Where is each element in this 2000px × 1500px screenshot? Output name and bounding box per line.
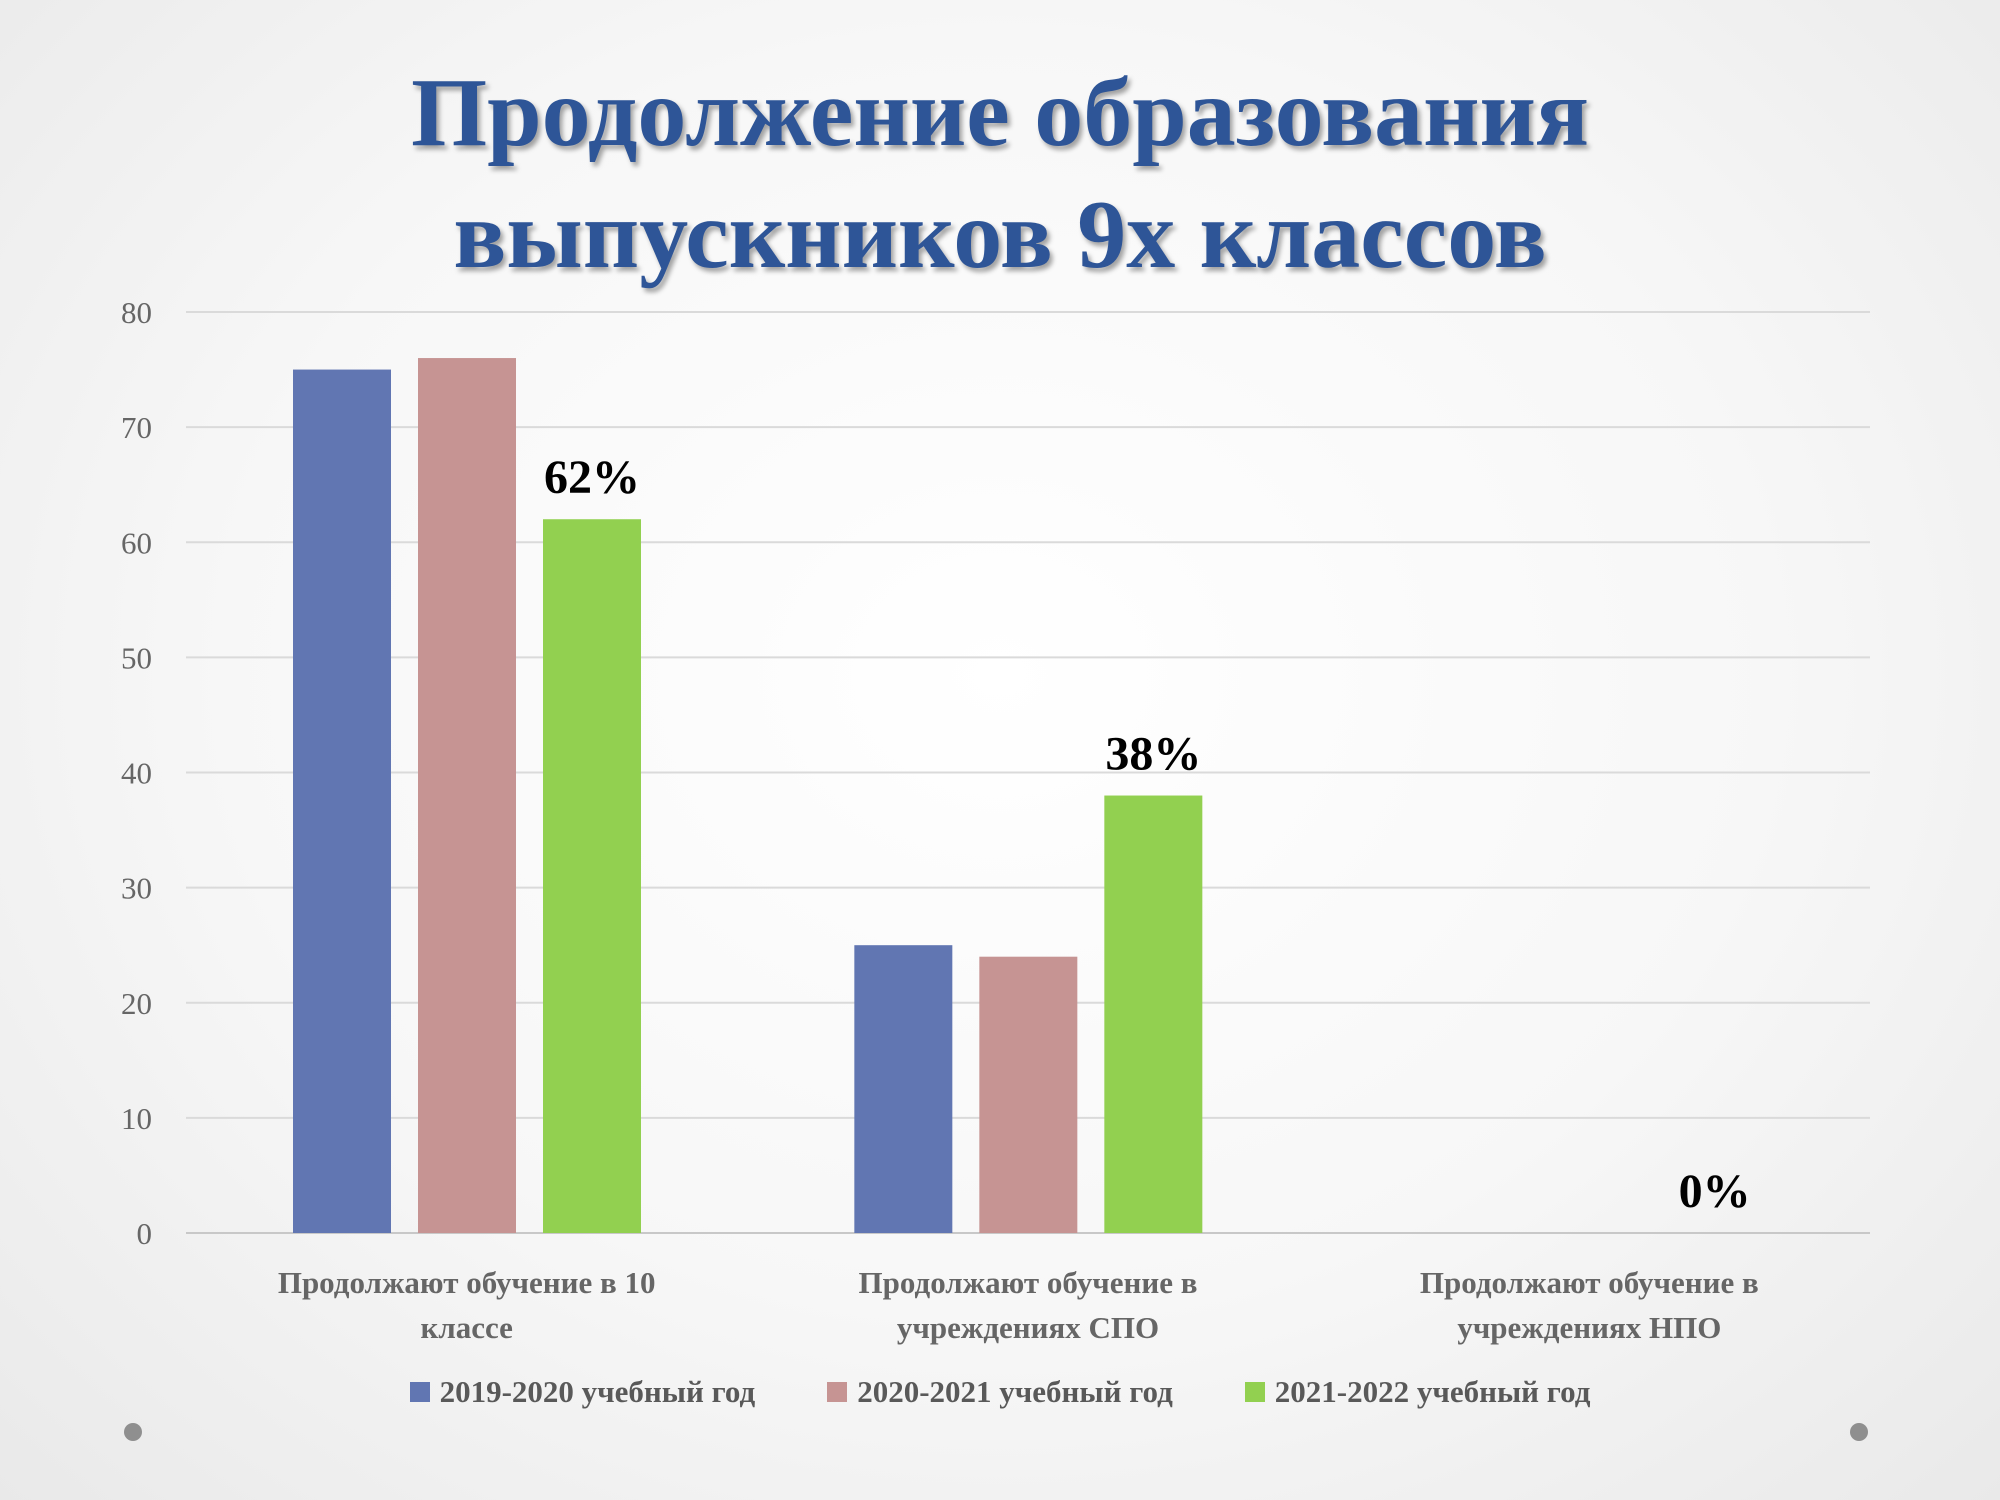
slide-title-line1: Продолжение образования <box>410 59 1590 167</box>
bar <box>418 358 516 1233</box>
x-tick-label: Продолжают обучение в 10 <box>278 1265 656 1300</box>
bar <box>854 945 953 1233</box>
y-tick-label: 80 <box>121 295 152 330</box>
bar <box>1104 795 1203 1233</box>
legend-swatch <box>1244 1382 1265 1402</box>
bar <box>293 369 391 1233</box>
legend-item: 2021-2022 учебный год <box>1244 1374 1591 1410</box>
data-label: 0% <box>1679 1165 1751 1218</box>
x-tick-label: Продолжают обучение в <box>1420 1265 1759 1300</box>
y-tick-label: 10 <box>121 1101 152 1136</box>
x-tick-label: Продолжают обучение в <box>859 1265 1198 1300</box>
legend-swatch <box>409 1382 430 1402</box>
slide-bullet-dot-left <box>124 1423 142 1441</box>
legend-label: 2020-2021 учебный год <box>857 1374 1173 1409</box>
y-tick-label: 70 <box>121 410 152 445</box>
x-tick-label: учреждениях НПО <box>1457 1310 1721 1345</box>
data-label: 62% <box>544 451 640 504</box>
data-label: 38% <box>1105 728 1201 781</box>
y-tick-label: 20 <box>121 986 152 1021</box>
legend-item: 2020-2021 учебный год <box>827 1374 1173 1410</box>
bar <box>543 519 641 1233</box>
slide-title-line2: выпускников 9х классов <box>453 181 1547 289</box>
y-tick-label: 60 <box>121 525 152 560</box>
legend-item: 2019-2020 учебный год <box>409 1374 756 1410</box>
x-tick-label: учреждениях СПО <box>897 1310 1159 1345</box>
slide-title: Продолжение образования выпускников 9х к… <box>0 52 2000 296</box>
legend-label: 2019-2020 учебный год <box>439 1374 756 1409</box>
slide-bullet-dot-right <box>1850 1423 1868 1441</box>
y-tick-label: 50 <box>121 640 152 675</box>
y-tick-label: 0 <box>137 1216 153 1251</box>
legend-label: 2021-2022 учебный год <box>1274 1374 1591 1409</box>
x-tick-label: классе <box>420 1310 512 1345</box>
y-tick-label: 30 <box>121 871 152 906</box>
y-tick-label: 40 <box>121 756 152 791</box>
chart-legend: 2019-2020 учебный год 2020-2021 учебный г… <box>0 1374 2000 1410</box>
bar <box>979 956 1078 1233</box>
legend-swatch <box>827 1382 848 1402</box>
